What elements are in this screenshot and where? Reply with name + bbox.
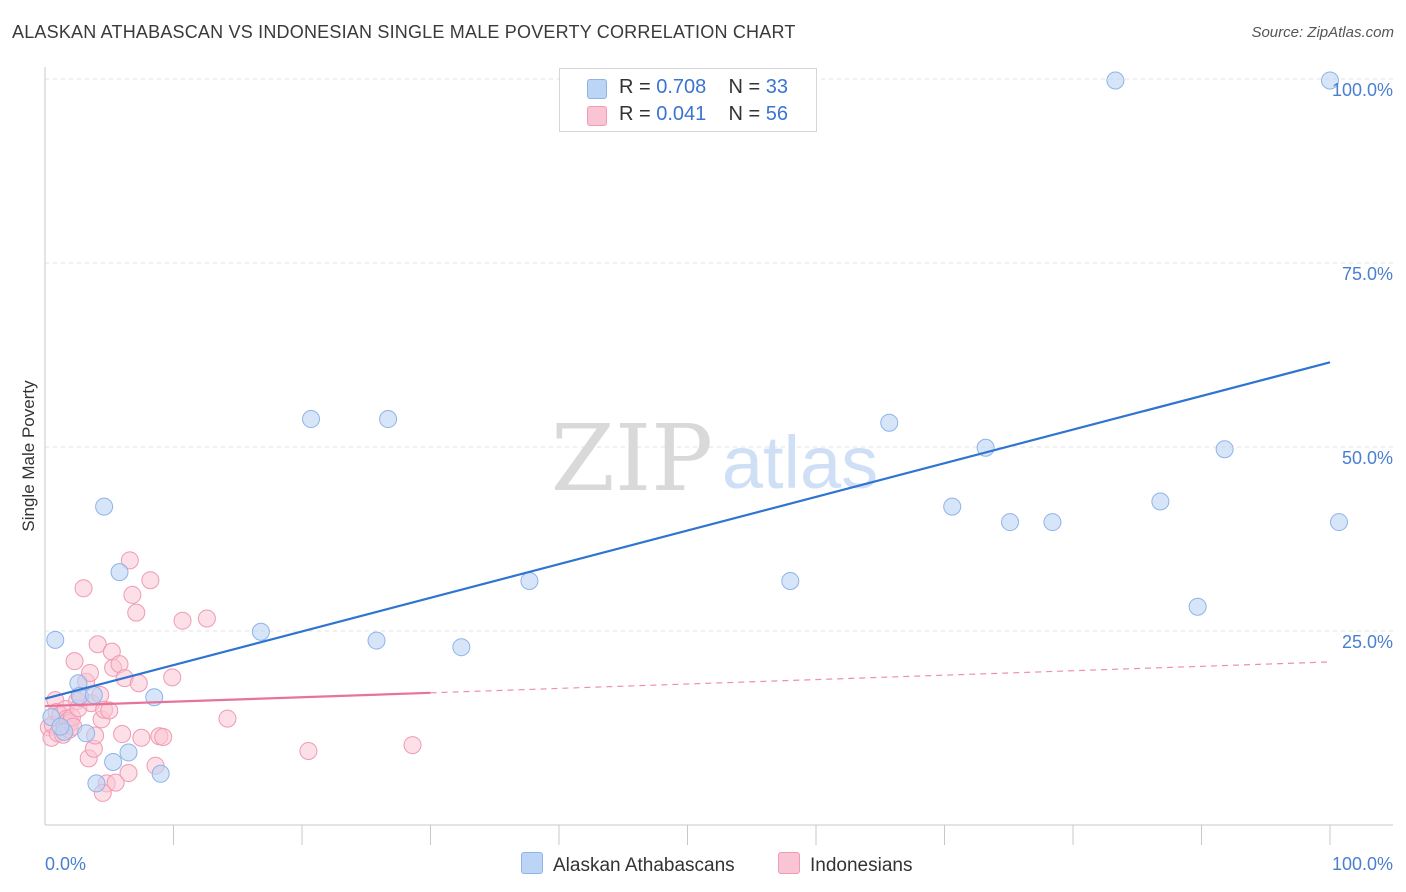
indonesians-point (119, 764, 138, 783)
indonesians-point (106, 773, 125, 792)
legend-n-value: 56 (765, 103, 789, 125)
alaskan-athabascans-point (46, 630, 65, 649)
watermark: ZIP atlas (551, 405, 878, 512)
alaskan-athabascans-point (1321, 71, 1339, 90)
alaskan-athabascans-point (1215, 440, 1234, 459)
indonesians-point (100, 701, 119, 720)
alaskan-athabascans-point (151, 764, 170, 783)
alaskan-athabascans-point (95, 497, 114, 516)
legend-n-value: 33 (765, 76, 789, 98)
trend-lines (44, 361, 1331, 708)
alaskan-athabascans-point (880, 413, 899, 432)
tick-labels: 25.0% 50.0% 75.0% 100.0% 0.0% 100.0% (45, 80, 1393, 874)
indonesians-point (141, 571, 160, 590)
y-tick-label: 25.0% (1342, 632, 1393, 652)
axes (44, 67, 1393, 845)
legend-r-label: R = (619, 76, 651, 98)
legend-n-label: N = (728, 76, 761, 98)
alaskan-athabascans-point (119, 743, 138, 762)
indonesians-point (132, 728, 151, 747)
indonesians-point (218, 709, 237, 728)
alaskan-athabascans-point (1151, 492, 1170, 511)
alaskan-athabascans-point (251, 622, 270, 641)
alaskan-athabascans-points (42, 71, 1348, 793)
alaskan-athabascans-point (781, 571, 800, 590)
alaskan-athabascans-trendline (44, 361, 1331, 700)
indonesians-point (80, 663, 99, 682)
indonesians-point (154, 727, 173, 746)
indonesians-point (127, 603, 146, 622)
bottom-legend-alaskan: Alaskan Athabascans (521, 852, 735, 877)
correlation-legend: R = 0.708 N = 33 R = 0.041 N = 56 (559, 68, 817, 132)
alaskan-athabascans-point (1043, 513, 1062, 532)
indonesians-point (120, 551, 139, 570)
alaskan-athabascans-point (51, 717, 70, 736)
bottom-legend-swatch-blue (521, 852, 543, 874)
alaskan-athabascans-point (1329, 513, 1348, 532)
bottom-legend-label: Indonesians (810, 855, 913, 876)
indonesians-point (113, 725, 132, 744)
alaskan-athabascans-point (367, 631, 386, 650)
indonesians-point (123, 585, 142, 604)
alaskan-athabascans-point (110, 563, 129, 582)
indonesians-point (88, 635, 107, 654)
indonesians-point (74, 579, 93, 598)
indonesians-points (39, 551, 422, 802)
watermark-atlas: atlas (722, 421, 878, 504)
alaskan-athabascans-point (87, 774, 106, 793)
y-axis-title: Single Male Poverty (19, 380, 38, 532)
grid-lines (45, 78, 1393, 632)
y-tick-label: 50.0% (1342, 448, 1393, 468)
watermark-zip: ZIP (551, 405, 713, 512)
indonesians-point (197, 609, 216, 628)
y-tick-label: 100.0% (1332, 80, 1393, 100)
alaskan-athabascans-point (943, 497, 962, 516)
bottom-legend-swatch-pink (778, 852, 800, 874)
legend-r-value: 0.041 (656, 103, 707, 125)
x-tick-label: 100.0% (1332, 854, 1393, 874)
alaskan-athabascans-point (84, 686, 103, 705)
legend-swatch-pink (587, 106, 607, 126)
alaskan-athabascans-point (301, 410, 320, 429)
indonesians-point (403, 736, 422, 755)
legend-r-label: R = (619, 103, 651, 125)
indonesians-point (65, 652, 84, 671)
bottom-legend-label: Alaskan Athabascans (553, 855, 735, 876)
alaskan-athabascans-point (520, 571, 539, 590)
legend-r-value: 0.708 (656, 76, 707, 98)
alaskan-athabascans-point (77, 724, 96, 743)
alaskan-athabascans-point (452, 638, 471, 657)
indonesians-point (129, 674, 148, 693)
alaskan-athabascans-point (104, 753, 123, 772)
alaskan-athabascans-point (379, 410, 398, 429)
indonesians-point (299, 741, 318, 760)
indonesians-point (173, 611, 192, 630)
legend-swatch-blue (587, 79, 607, 99)
legend-n-label: N = (728, 103, 761, 125)
alaskan-athabascans-point (1188, 597, 1207, 616)
chart-title: ALASKAN ATHABASCAN VS INDONESIAN SINGLE … (12, 22, 796, 42)
bottom-legend-indonesians: Indonesians (778, 852, 912, 877)
x-tick-label: 0.0% (45, 854, 86, 874)
indonesians-point (163, 668, 182, 687)
alaskan-athabascans-point (1106, 71, 1125, 90)
indonesians-trendline-dashed (430, 661, 1331, 694)
y-tick-label: 75.0% (1342, 264, 1393, 284)
alaskan-athabascans-point (1001, 513, 1020, 532)
indonesians-trendline (44, 691, 431, 708)
source-label: Source: ZipAtlas.com (1251, 24, 1394, 41)
